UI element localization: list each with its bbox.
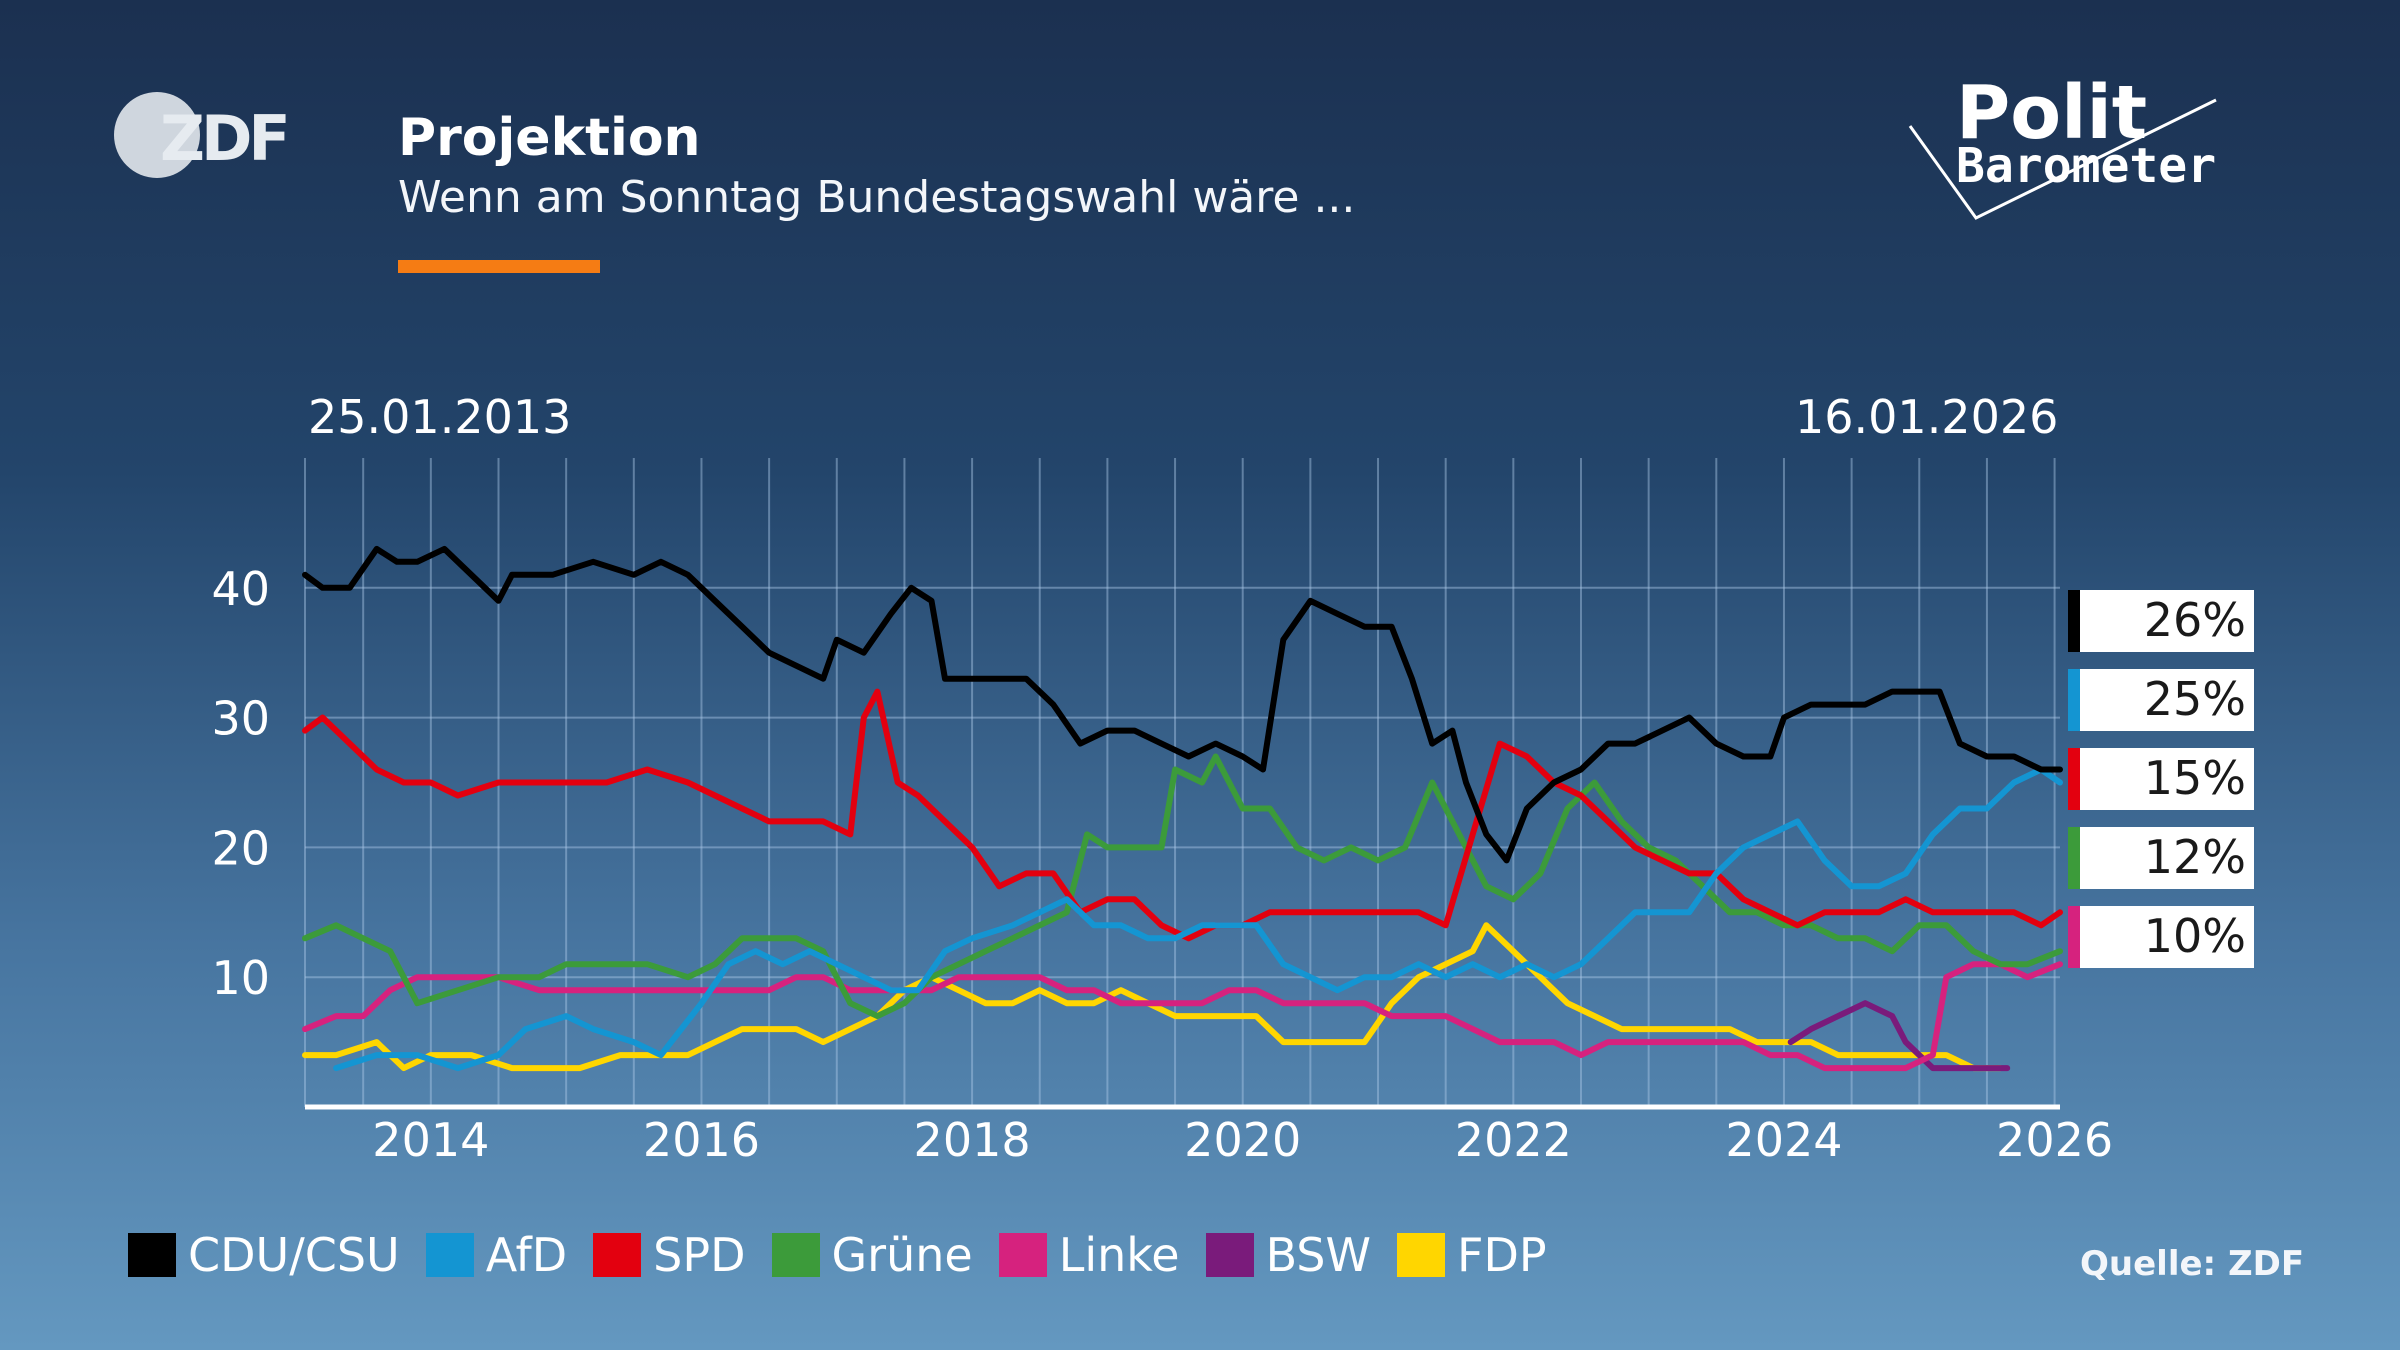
legend-swatch — [425, 1233, 474, 1277]
legend-swatch — [998, 1233, 1047, 1277]
legend-swatch — [1205, 1233, 1254, 1277]
series-line-cdu-csu — [302, 545, 2063, 864]
legend-label: SPD — [653, 1228, 746, 1282]
legend-label: AfD — [485, 1228, 568, 1282]
x-tick-label: 2026 — [1996, 1113, 2113, 1167]
legend-item: BSW — [1205, 1228, 1371, 1282]
brand-line-1: Polit — [1956, 70, 2148, 156]
legend-label: BSW — [1265, 1228, 1371, 1282]
final-value-color-bar — [2068, 669, 2080, 731]
final-value-label: 26% — [2144, 593, 2246, 647]
zdf-logo-circle — [114, 92, 200, 178]
series-line-bsw — [1787, 1000, 2011, 1072]
legend: CDU/CSU AfD SPD Grüne Linke BSW FDP — [128, 1228, 1573, 1282]
series-line-spd — [302, 688, 2063, 942]
y-tick-label: 30 — [211, 692, 270, 746]
politbarometer-check-icon — [1908, 98, 2217, 220]
zdf-logo-text: ZDF — [160, 102, 291, 175]
final-value-box — [2068, 748, 2254, 810]
legend-item: Grüne — [771, 1228, 973, 1282]
final-value-box — [2068, 827, 2254, 889]
final-value-label: 12% — [2144, 830, 2246, 884]
final-value-label: 15% — [2144, 751, 2246, 805]
chart-subtitle: Wenn am Sonntag Bundestagswahl wäre ... — [398, 172, 1356, 223]
series-line-afd — [333, 766, 2063, 1072]
legend-item: Linke — [998, 1228, 1180, 1282]
legend-item: SPD — [593, 1228, 746, 1282]
x-tick-label: 2016 — [643, 1113, 760, 1167]
final-value-color-bar — [2068, 748, 2080, 810]
y-tick-label: 20 — [211, 821, 270, 875]
politbarometer-logo: Polit Barometer — [1900, 70, 2230, 230]
final-value-color-bar — [2068, 590, 2080, 652]
series-line-linke — [302, 961, 2063, 1072]
final-value-color-bar — [2068, 906, 2080, 968]
final-value-label: 25% — [2144, 672, 2246, 726]
y-tick-label: 40 — [211, 562, 270, 616]
final-value-label: 10% — [2144, 909, 2246, 963]
end-date-label: 16.01.2026 — [1795, 390, 2059, 444]
brand-line-2: Barometer — [1956, 138, 2217, 194]
x-tick-label: 2018 — [914, 1113, 1031, 1167]
final-value-box — [2068, 906, 2254, 968]
chart-title: Projektion — [398, 108, 701, 168]
final-value-box — [2068, 590, 2254, 652]
legend-label: CDU/CSU — [188, 1228, 400, 1282]
legend-item: CDU/CSU — [128, 1228, 400, 1282]
x-tick-label: 2022 — [1455, 1113, 1572, 1167]
source-label: Quelle: ZDF — [2080, 1244, 2305, 1284]
legend-swatch — [593, 1233, 642, 1277]
legend-label: Linke — [1058, 1228, 1180, 1282]
final-value-color-bar — [2068, 827, 2080, 889]
final-value-box — [2068, 669, 2254, 731]
series-line-gr-ne — [302, 753, 2063, 1020]
legend-label: FDP — [1457, 1228, 1547, 1282]
legend-swatch — [1397, 1233, 1445, 1277]
x-tick-label: 2014 — [372, 1113, 489, 1167]
start-date-label: 25.01.2013 — [308, 390, 572, 444]
y-tick-label: 10 — [211, 951, 270, 1005]
legend-swatch — [771, 1233, 820, 1277]
x-tick-label: 2020 — [1184, 1113, 1301, 1167]
title-accent-bar — [398, 260, 600, 273]
legend-item: AfD — [425, 1228, 568, 1282]
legend-item: FDP — [1397, 1228, 1547, 1282]
x-tick-label: 2024 — [1725, 1113, 1842, 1167]
zdf-logo: ZDF — [112, 88, 291, 184]
legend-swatch — [128, 1233, 176, 1277]
legend-label: Grüne — [831, 1228, 973, 1282]
